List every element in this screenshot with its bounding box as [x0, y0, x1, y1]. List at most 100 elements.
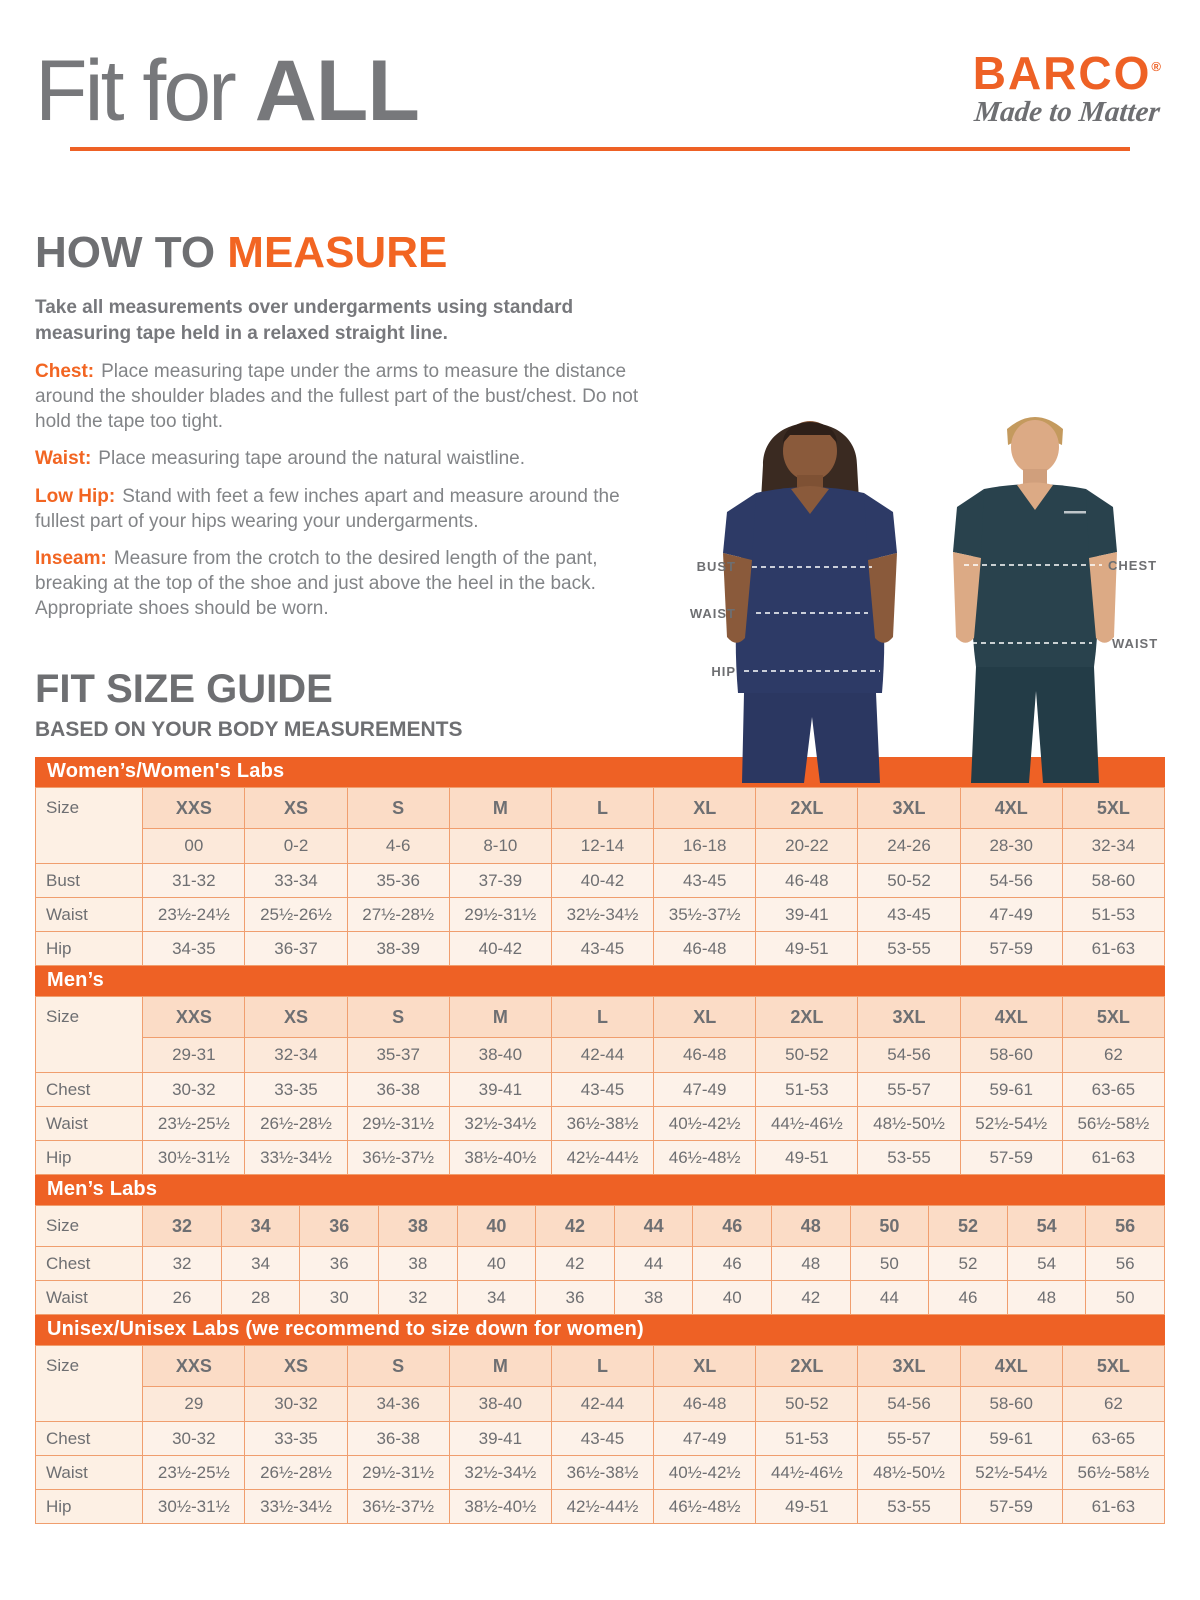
measurement-value-cell: 56: [1085, 1246, 1165, 1282]
size-cell: S: [346, 996, 450, 1039]
measurement-value-cell: 25½-26½: [244, 897, 348, 933]
measurement-row: Hip 30½-31½ 33½-34½ 36½-37½ 38½-40½ 42½-44½ 46…: [34, 1140, 1166, 1176]
measurement-value-cell: 39-41: [755, 897, 859, 933]
measurement-value-cell: 53-55: [857, 1489, 961, 1525]
table-title-band: Men’s Labs: [35, 1175, 1165, 1206]
numeric-size-cell: 00: [142, 828, 246, 865]
measure-item-inseam: Inseam: Measure from the crotch to the de…: [35, 547, 643, 621]
measurement-row: Hip 30½-31½ 33½-34½ 36½-37½ 38½-40½ 42½-44½ 46…: [34, 1489, 1166, 1525]
numeric-size-cell: 24-26: [857, 828, 961, 865]
measure-item-lowhip: Low Hip: Stand with feet a few inches apa…: [35, 485, 643, 534]
numeric-size-cell: 29-31: [142, 1037, 246, 1074]
measurement-row: Waist 26 28 30 32 34 36 38 40 42 44 46 48 50: [34, 1280, 1165, 1316]
size-cell: M: [448, 787, 552, 830]
size-row-label: Size: [34, 787, 144, 865]
numeric-size-cell: 20-22: [755, 828, 859, 865]
measurement-row: Waist 23½-25½ 26½-28½ 29½-31½ 32½-34½ 36½-38½…: [34, 1106, 1166, 1142]
fit-size-guide-heading: FIT SIZE GUIDE: [35, 667, 333, 712]
size-row-label: Size: [34, 1345, 144, 1423]
measurement-row-label: Waist: [34, 897, 144, 933]
measure-item-lowhip-text: Stand with feet a few inches apart and m…: [35, 486, 620, 532]
size-cell: 32: [142, 1205, 222, 1248]
measurement-value-cell: 34-35: [142, 931, 246, 967]
size-cell: 38: [378, 1205, 458, 1248]
measurement-row-label: Waist: [34, 1106, 144, 1142]
size-cell: XS: [244, 996, 348, 1039]
measurement-value-cell: 57-59: [959, 931, 1063, 967]
heading-orange-part: MEASURE: [227, 228, 448, 277]
measure-item-chest-label: Chest:: [35, 361, 95, 383]
size-cell: M: [448, 996, 552, 1039]
measurement-value-cell: 46: [928, 1280, 1008, 1316]
size-cell: 34: [220, 1205, 301, 1248]
measurement-value-cell: 48: [1006, 1280, 1087, 1316]
measurement-value-cell: 55-57: [857, 1421, 961, 1457]
registered-mark: ®: [1151, 59, 1161, 74]
measurement-value-cell: 33½-34½: [244, 1140, 348, 1176]
size-header-row: Size XXS XS S M L XL 2XL 3XL 4XL 5XL: [34, 996, 1166, 1074]
measurement-value-cell: 26½-28½: [244, 1106, 348, 1142]
numeric-size-cell: 32-34: [244, 1037, 348, 1074]
measurement-value-cell: 48½-50½: [857, 1455, 961, 1491]
measurement-value-cell: 54: [1006, 1246, 1087, 1282]
measurement-value-cell: 61-63: [1061, 1489, 1166, 1525]
measure-item-waist-text: Place measuring tape around the natural …: [98, 448, 525, 470]
measure-item-lowhip-label: Low Hip:: [35, 486, 116, 508]
measurement-value-cell: 29½-31½: [448, 897, 552, 933]
measurement-value-cell: 40: [692, 1280, 772, 1316]
measurement-value-cell: 61-63: [1061, 931, 1166, 967]
woman-model-illustration: [723, 421, 897, 783]
title-row: Fit for ALL BARCO® Made to Matter: [35, 48, 1165, 134]
measurement-value-cell: 23½-25½: [142, 1455, 246, 1491]
size-cell: 40: [456, 1205, 537, 1248]
measurement-value-cell: 39-41: [448, 1421, 552, 1457]
measurement-row: Chest 30-32 33-35 36-38 39-41 43-45 47-49 51-53…: [34, 1421, 1166, 1457]
measurement-value-cell: 47-49: [653, 1421, 757, 1457]
measurement-value-cell: 44½-46½: [755, 1106, 859, 1142]
measurement-value-cell: 35½-37½: [653, 897, 757, 933]
measurement-value-cell: 58-60: [1061, 863, 1166, 899]
size-cell: M: [448, 1345, 552, 1388]
measurement-value-cell: 40: [456, 1246, 537, 1282]
measurement-value-cell: 43-45: [857, 897, 961, 933]
measurement-value-cell: 48½-50½: [857, 1106, 961, 1142]
measurement-value-cell: 32½-34½: [448, 1455, 552, 1491]
size-cell: 4XL: [959, 1345, 1063, 1388]
size-cell: 2XL: [755, 787, 859, 830]
measurement-value-cell: 53-55: [857, 931, 961, 967]
numeric-size-cell: 42-44: [550, 1386, 655, 1423]
measurement-value-cell: 63-65: [1061, 1421, 1166, 1457]
measurement-row-label: Hip: [34, 931, 144, 967]
size-cell: 5XL: [1061, 996, 1166, 1039]
measurement-value-cell: 39-41: [448, 1072, 552, 1108]
measure-item-inseam-label: Inseam:: [35, 548, 107, 570]
measurement-value-cell: 30½-31½: [142, 1140, 246, 1176]
models-illustration: BUST WAIST HIP CHEST WAIST: [690, 417, 1157, 783]
man-model-illustration: [953, 417, 1117, 783]
size-cell: S: [346, 1345, 450, 1388]
measurement-value-cell: 52: [928, 1246, 1008, 1282]
measurement-value-cell: 37-39: [448, 863, 552, 899]
measurement-value-cell: 51-53: [755, 1072, 859, 1108]
size-table: Size XXS XS S M L XL 2XL 3XL 4XL 5XL 29-31 32-34 35-3…: [34, 996, 1166, 1176]
measurement-row: Hip 34-35 36-37 38-39 40-42 43-45 46-48 49-51 53…: [34, 931, 1166, 967]
measurement-value-cell: 30-32: [142, 1421, 246, 1457]
size-cell: 3XL: [857, 787, 961, 830]
measurement-value-cell: 38½-40½: [448, 1140, 552, 1176]
measurement-value-cell: 56½-58½: [1061, 1106, 1166, 1142]
measurement-value-cell: 57-59: [959, 1489, 1063, 1525]
measurement-value-cell: 36½-37½: [346, 1489, 450, 1525]
measurement-value-cell: 44: [613, 1246, 694, 1282]
numeric-size-cell: 8-10: [448, 828, 552, 865]
size-cell: 48: [771, 1205, 851, 1248]
measurement-value-cell: 50: [1085, 1280, 1165, 1316]
size-row-label: Size: [34, 996, 144, 1074]
measurement-value-cell: 40½-42½: [653, 1106, 757, 1142]
numeric-size-cell: 0-2: [244, 828, 348, 865]
measurement-value-cell: 38: [378, 1246, 458, 1282]
numeric-size-cell: 28-30: [959, 828, 1063, 865]
measurement-value-cell: 36-38: [346, 1421, 450, 1457]
measurement-value-cell: 46-48: [755, 863, 859, 899]
measurement-value-cell: 40-42: [448, 931, 552, 967]
